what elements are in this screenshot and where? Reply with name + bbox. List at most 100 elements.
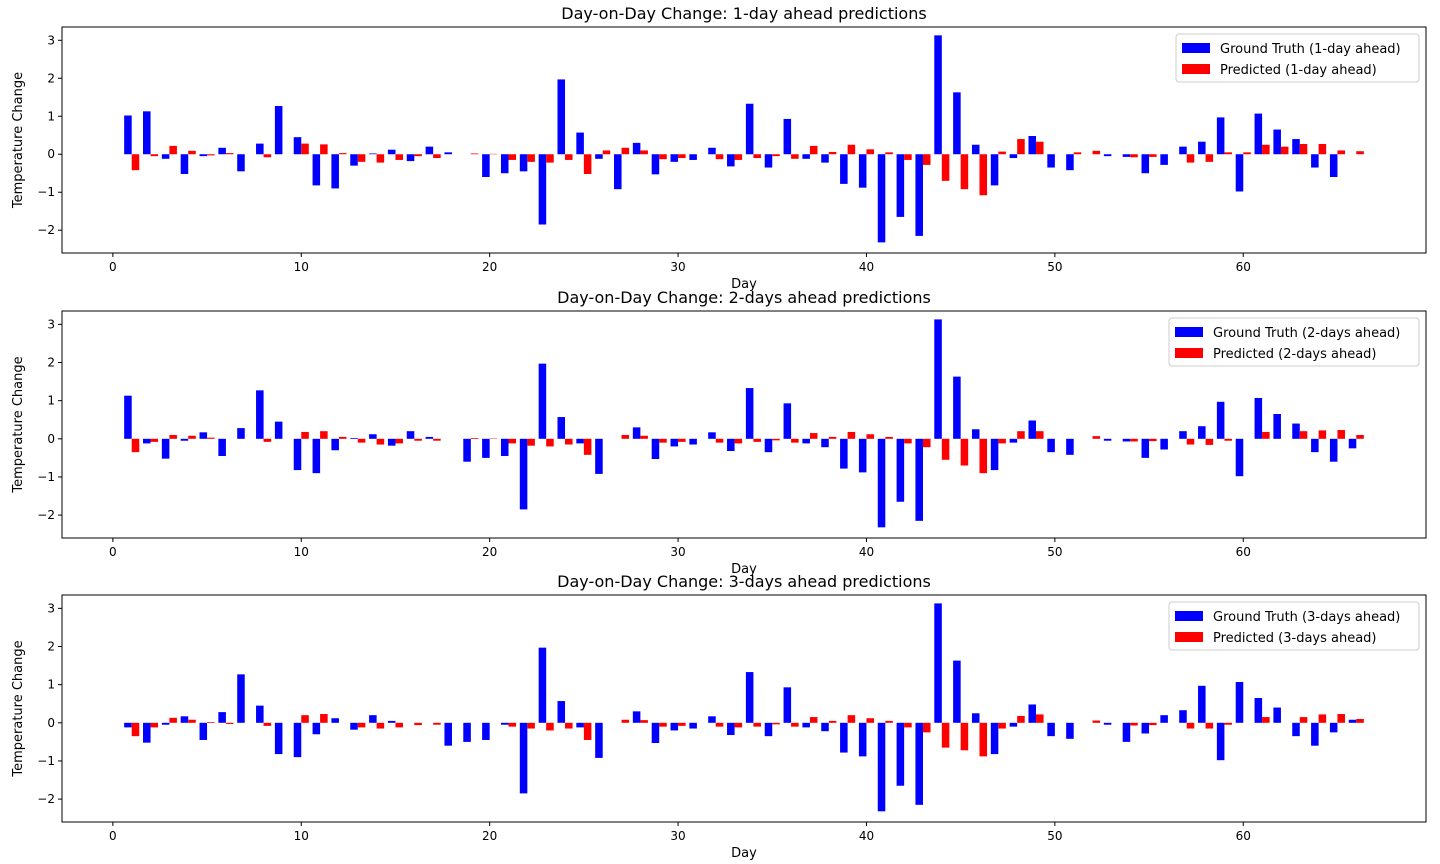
- bar: [979, 722, 988, 757]
- chart-title: Day-on-Day Change: 2-days ahead predicti…: [557, 288, 931, 307]
- bar: [1224, 152, 1232, 155]
- x-tick-label: 60: [1236, 260, 1251, 274]
- bar: [772, 438, 780, 441]
- bar: [764, 154, 773, 168]
- legend-label: Ground Truth (2-days ahead): [1213, 326, 1400, 341]
- bar: [1047, 154, 1055, 168]
- bar: [934, 319, 942, 439]
- bar: [753, 438, 761, 442]
- bar: [1216, 117, 1225, 155]
- bar: [866, 434, 874, 439]
- bar: [632, 711, 641, 723]
- bar: [858, 438, 867, 473]
- bar: [659, 722, 667, 727]
- legend-label: Ground Truth (1-day ahead): [1220, 42, 1401, 57]
- bar: [640, 435, 648, 439]
- bar: [1318, 714, 1327, 723]
- bar: [207, 722, 215, 723]
- bar: [500, 722, 509, 725]
- bar: [772, 154, 780, 157]
- bar: [169, 145, 177, 155]
- bar: [670, 722, 679, 731]
- bar: [1017, 139, 1025, 155]
- bar: [1073, 152, 1082, 155]
- bar: [546, 438, 554, 447]
- subplot-1: Day-on-Day Change: 1-day ahead predictio…: [11, 4, 1427, 292]
- bar: [433, 154, 441, 159]
- bar: [1348, 438, 1357, 449]
- bar: [557, 417, 566, 439]
- bar: [802, 722, 810, 728]
- bar: [414, 154, 422, 157]
- y-tick-label: 3: [47, 601, 55, 615]
- bar: [263, 722, 272, 726]
- bar: [858, 722, 867, 757]
- bar: [1224, 722, 1232, 725]
- bar: [840, 438, 848, 469]
- bar: [387, 438, 396, 446]
- bar: [877, 154, 886, 243]
- x-tick-label: 40: [859, 829, 874, 843]
- bar: [350, 722, 358, 730]
- bar: [1311, 722, 1319, 746]
- bar: [331, 154, 339, 189]
- bar: [1122, 438, 1131, 442]
- bar: [482, 154, 490, 178]
- bar: [1254, 698, 1263, 723]
- bar: [1047, 438, 1055, 453]
- bar: [1254, 113, 1263, 155]
- bar: [1337, 430, 1345, 439]
- bar: [1311, 438, 1319, 453]
- bar: [953, 376, 961, 439]
- y-tick-label: −1: [37, 754, 55, 768]
- bar: [1028, 420, 1037, 439]
- bar: [357, 154, 366, 162]
- legend-box: [1175, 33, 1420, 83]
- bar: [727, 154, 735, 167]
- bar: [1299, 431, 1308, 439]
- series-2: [131, 714, 1364, 757]
- bar: [809, 145, 818, 155]
- bar: [1337, 150, 1345, 155]
- legend: Ground Truth (3-days ahead) Predicted (3-…: [1168, 601, 1420, 651]
- bar: [896, 438, 905, 502]
- bar: [990, 722, 999, 755]
- legend-swatch: [1175, 611, 1203, 621]
- bar: [877, 722, 886, 812]
- bar: [500, 438, 509, 456]
- bar: [990, 438, 999, 471]
- bar: [915, 722, 923, 805]
- bar: [998, 438, 1006, 444]
- y-tick-label: 0: [47, 432, 55, 446]
- bar: [124, 722, 132, 728]
- bar: [508, 722, 517, 727]
- bar: [470, 438, 479, 439]
- y-tick-label: 2: [47, 640, 55, 654]
- bar: [640, 150, 648, 155]
- bar: [576, 438, 584, 444]
- legend-box: [1168, 317, 1420, 367]
- bar: [651, 722, 660, 744]
- bar: [1205, 438, 1214, 445]
- x-tick-label: 30: [670, 260, 685, 274]
- bar: [527, 722, 535, 729]
- bar: [218, 712, 226, 723]
- bar: [274, 722, 283, 755]
- bar: [1292, 722, 1300, 737]
- x-tick-label: 30: [670, 545, 685, 559]
- bar: [1092, 150, 1101, 155]
- bar: [583, 438, 592, 455]
- x-tick-label: 10: [294, 829, 309, 843]
- x-tick-label: 20: [482, 545, 497, 559]
- bar: [143, 722, 151, 743]
- bar: [395, 154, 403, 160]
- bar: [369, 434, 377, 439]
- bar: [934, 35, 942, 155]
- bar: [414, 438, 422, 441]
- bar: [802, 438, 810, 444]
- bar: [971, 713, 980, 723]
- subplot-2: Day-on-Day Change: 2-days ahead predicti…: [11, 288, 1427, 577]
- bar: [1122, 154, 1131, 157]
- plot-frame: [61, 310, 1427, 539]
- bar: [482, 722, 490, 740]
